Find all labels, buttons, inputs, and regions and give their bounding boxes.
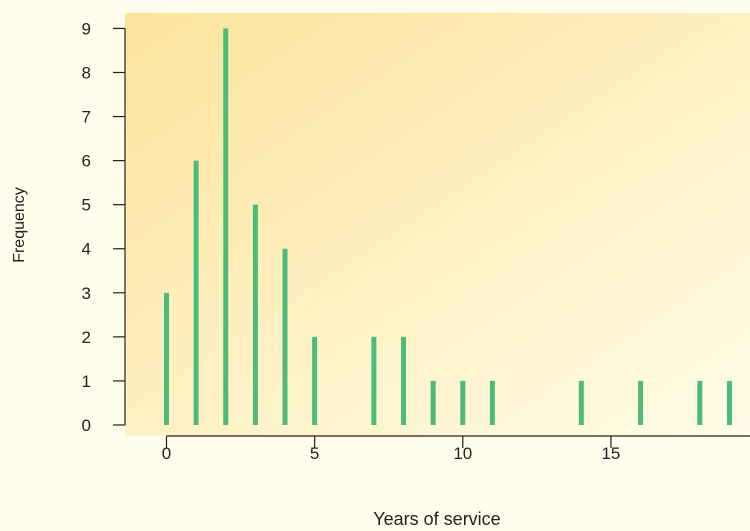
- bar-0: [163, 292, 169, 425]
- bar-4: [282, 248, 288, 425]
- bar-5: [312, 336, 318, 425]
- y-tick-label-9: 9: [82, 19, 91, 38]
- y-tick-label-3: 3: [82, 284, 91, 303]
- bar-9: [430, 380, 436, 425]
- bar-3: [252, 204, 258, 425]
- bar-11: [489, 380, 495, 425]
- bar-10: [460, 380, 466, 425]
- y-tick-label-0: 0: [82, 416, 91, 435]
- y-tick-label-5: 5: [82, 196, 91, 215]
- x-tick-label-10: 10: [453, 444, 472, 463]
- y-tick-label-1: 1: [82, 372, 91, 391]
- y-tick-label-6: 6: [82, 152, 91, 171]
- y-tick-label-2: 2: [82, 328, 91, 347]
- y-axis-label: Frequency: [11, 187, 28, 263]
- x-tick-label-5: 5: [310, 444, 319, 463]
- plot-area: [125, 13, 750, 436]
- y-tick-label-8: 8: [82, 63, 91, 82]
- bar-14: [578, 380, 584, 425]
- y-tick-label-4: 4: [82, 240, 91, 259]
- bar-18: [697, 380, 703, 425]
- bar-16: [638, 380, 644, 425]
- axes-group: 012345678905101520: [82, 19, 750, 463]
- x-tick-label-15: 15: [601, 444, 620, 463]
- x-tick-label-0: 0: [162, 444, 171, 463]
- y-tick-label-7: 7: [82, 108, 91, 127]
- bar-2: [223, 28, 229, 425]
- bar-7: [371, 336, 377, 425]
- x-axis-label: Years of service: [373, 509, 500, 529]
- bar-8: [401, 336, 407, 425]
- bar-19: [726, 380, 732, 425]
- bar-1: [193, 160, 199, 425]
- bars-group: [163, 28, 732, 425]
